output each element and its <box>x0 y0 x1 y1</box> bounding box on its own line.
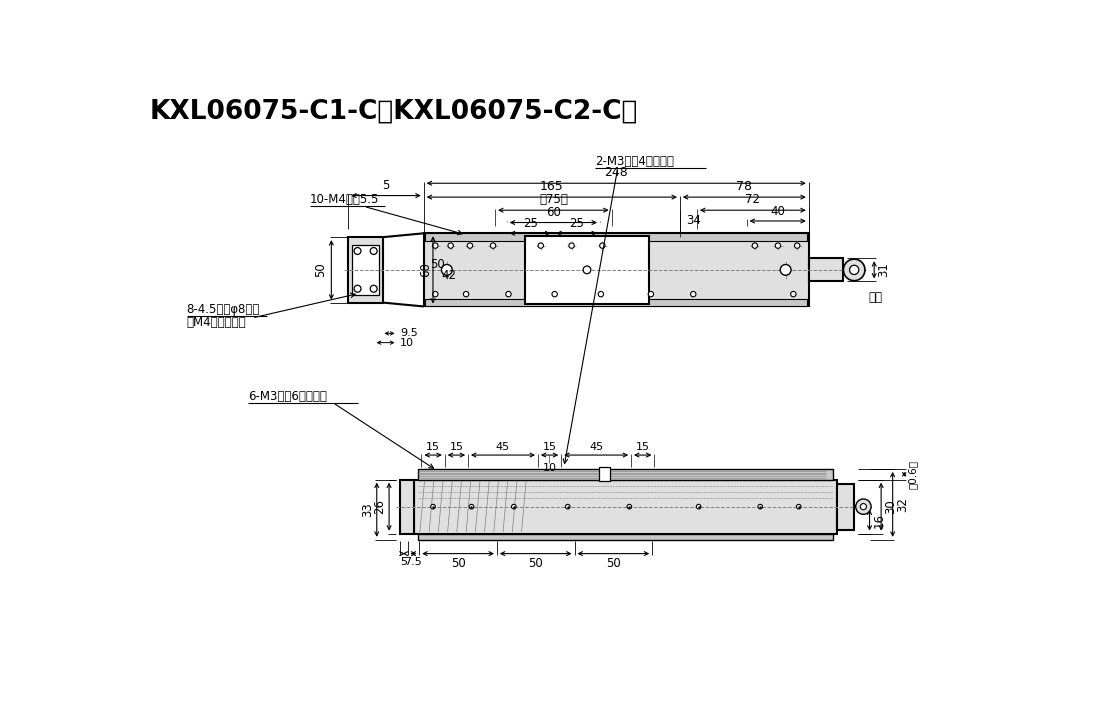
Circle shape <box>850 265 859 275</box>
Circle shape <box>490 243 495 249</box>
Circle shape <box>752 243 757 249</box>
Text: 165: 165 <box>539 181 564 194</box>
Text: 8-4.5通孔φ8沉孔: 8-4.5通孔φ8沉孔 <box>186 304 260 316</box>
Text: 6-M3深度6（兩面）: 6-M3深度6（兩面） <box>248 390 327 402</box>
Text: 10-M4深度5.5: 10-M4深度5.5 <box>309 194 379 207</box>
Circle shape <box>566 505 570 509</box>
Text: KXL06075-C1-C（KXL06075-C2-C）: KXL06075-C1-C（KXL06075-C2-C） <box>150 99 637 125</box>
Text: 50: 50 <box>528 558 543 571</box>
Text: 50: 50 <box>606 558 621 571</box>
Circle shape <box>505 291 511 297</box>
Text: 248: 248 <box>604 167 628 179</box>
Circle shape <box>355 247 361 254</box>
Circle shape <box>469 505 473 509</box>
Text: 旋鈕: 旋鈕 <box>868 291 882 304</box>
Text: 25: 25 <box>569 218 585 231</box>
Text: 32: 32 <box>896 497 908 512</box>
Circle shape <box>626 505 632 509</box>
Text: 15: 15 <box>449 442 464 452</box>
Circle shape <box>370 247 378 254</box>
Circle shape <box>775 243 781 249</box>
Circle shape <box>795 243 800 249</box>
Text: 15: 15 <box>426 442 440 452</box>
Circle shape <box>690 291 696 297</box>
Circle shape <box>355 285 361 292</box>
Circle shape <box>584 266 591 274</box>
Text: 45: 45 <box>589 442 603 452</box>
Text: 45: 45 <box>495 442 510 452</box>
Text: 9.5: 9.5 <box>400 328 417 339</box>
Bar <box>425 233 807 241</box>
Text: 25: 25 <box>523 218 537 231</box>
Circle shape <box>569 243 575 249</box>
Bar <box>352 245 379 295</box>
Bar <box>417 534 833 539</box>
Circle shape <box>433 291 438 297</box>
Circle shape <box>791 291 796 297</box>
Text: 78: 78 <box>737 181 752 194</box>
Text: 5: 5 <box>382 179 390 191</box>
Circle shape <box>512 505 516 509</box>
Text: 42: 42 <box>440 269 456 282</box>
Text: 50: 50 <box>430 258 445 271</box>
Text: （M4用螺栓孔）: （M4用螺栓孔） <box>186 316 247 328</box>
Circle shape <box>430 505 435 509</box>
Bar <box>417 469 833 480</box>
Circle shape <box>648 291 654 297</box>
Circle shape <box>796 505 802 509</box>
Text: 16: 16 <box>873 513 885 528</box>
Text: 15: 15 <box>635 442 650 452</box>
Bar <box>837 484 854 530</box>
Text: 10: 10 <box>543 463 557 473</box>
Bar <box>400 480 414 534</box>
Circle shape <box>442 265 453 276</box>
Text: 33: 33 <box>361 502 373 517</box>
Text: 31: 31 <box>877 262 891 278</box>
Text: 50: 50 <box>315 262 327 277</box>
Text: 5: 5 <box>401 558 407 568</box>
Bar <box>424 233 809 307</box>
Text: 50: 50 <box>450 558 466 571</box>
Text: 30: 30 <box>884 500 897 514</box>
Circle shape <box>467 243 472 249</box>
Text: （75）: （75） <box>538 194 568 207</box>
Bar <box>525 236 648 304</box>
Text: （0.6）: （0.6） <box>907 460 917 489</box>
Text: 15: 15 <box>543 442 557 452</box>
Bar <box>809 258 843 281</box>
Circle shape <box>598 291 603 297</box>
Circle shape <box>781 265 791 276</box>
Circle shape <box>370 285 378 292</box>
Bar <box>599 468 610 481</box>
Circle shape <box>552 291 557 297</box>
Text: 2-M3深度4（兩面）: 2-M3深度4（兩面） <box>595 155 674 168</box>
Circle shape <box>464 291 469 297</box>
Text: 7.5: 7.5 <box>404 558 423 568</box>
Circle shape <box>538 243 544 249</box>
Circle shape <box>696 505 701 509</box>
Circle shape <box>433 243 438 249</box>
Text: 60: 60 <box>419 262 432 278</box>
Text: 34: 34 <box>686 215 701 228</box>
Circle shape <box>855 499 871 514</box>
Text: 10: 10 <box>400 338 414 348</box>
Circle shape <box>860 504 866 510</box>
Circle shape <box>600 243 606 249</box>
Bar <box>348 237 383 302</box>
Text: 60: 60 <box>546 206 560 219</box>
Circle shape <box>757 505 763 509</box>
Circle shape <box>448 243 454 249</box>
Text: 40: 40 <box>771 205 785 218</box>
Text: 26: 26 <box>373 499 386 514</box>
Bar <box>425 299 807 307</box>
Circle shape <box>843 259 865 281</box>
Text: 72: 72 <box>745 194 761 207</box>
Bar <box>414 480 837 534</box>
